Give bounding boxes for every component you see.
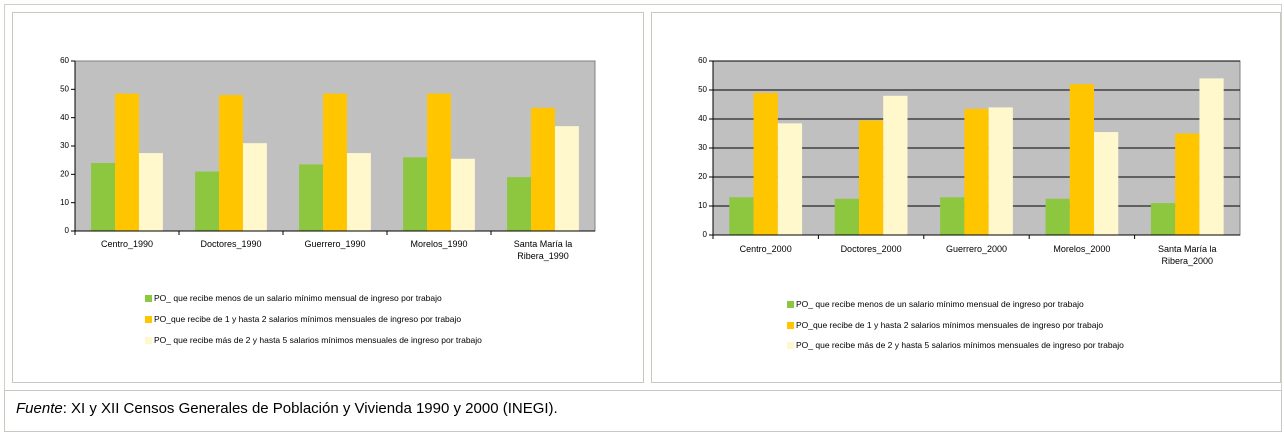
bar [1094, 132, 1119, 235]
plot: 0 10 20 30 40 50 60 [60, 56, 596, 235]
x-tick-label: Centro_2000 [739, 244, 792, 254]
bar [427, 93, 451, 231]
footer-label: Fuente [16, 400, 63, 417]
y-tick-label: 10 [698, 201, 707, 210]
bar [531, 107, 555, 231]
x-tick-label: Guerrero_1990 [304, 239, 366, 249]
bar [554, 126, 579, 231]
legend-label: PO_que recibe de 1 y hasta 2 salarios mí… [796, 320, 1104, 330]
bar [323, 93, 347, 231]
x-tick-label: Doctores_2000 [840, 244, 902, 254]
legend-item: PO_que recibe de 1 y hasta 2 salarios mí… [145, 314, 461, 324]
bar [858, 120, 884, 235]
legend-label: PO_ que recibe más de 2 y hasta 5 salari… [796, 340, 1124, 350]
x-tick-label: Morelos_1990 [410, 239, 468, 249]
x-tick-label: Santa María la Ribera_1990 [513, 239, 573, 261]
y-tick-label: 10 [60, 198, 69, 207]
bar [940, 197, 965, 235]
bar [1045, 198, 1070, 235]
bar [1199, 78, 1224, 236]
bar [138, 153, 163, 231]
legend-item: PO_ que recibe menos de un salario mínim… [145, 293, 442, 303]
chart: 0 10 20 30 40 50 60 Centro_2000 Doctores_2000 Gue… [640, 0, 1284, 390]
bar [988, 107, 1013, 235]
legend-label: PO_ que recibe más de 2 y hasta 5 salari… [154, 335, 482, 345]
footer-cell [4, 390, 1282, 432]
legend-swatch [787, 300, 794, 308]
y-tick-label: 60 [60, 56, 69, 65]
bar [91, 163, 116, 231]
y-tick-label: 20 [698, 172, 707, 181]
x-tick-label: Morelos_2000 [1053, 244, 1111, 254]
x-tick-label: Centro_1990 [100, 239, 154, 249]
legend-label: PO_ que recibe menos de un salario mínim… [796, 299, 1084, 309]
y-tick-label: 20 [60, 169, 69, 178]
y-tick-label: 40 [60, 113, 69, 122]
footer-text: : XI y XII Censos Generales de Población… [62, 400, 558, 417]
bar [450, 158, 475, 231]
y-tick-label: 30 [60, 141, 69, 150]
legend-label: PO_ que recibe menos de un salario mínim… [154, 293, 442, 303]
plot: 0 10 20 30 40 50 60 [698, 56, 1241, 239]
bar [753, 92, 778, 236]
bar [883, 95, 908, 235]
bar [777, 123, 803, 235]
bar [1069, 84, 1095, 235]
legend-swatch [145, 336, 152, 344]
x-tick-label: Doctores_1990 [200, 239, 262, 249]
bar [1150, 203, 1176, 235]
legend-swatch [145, 315, 152, 323]
bar [115, 93, 139, 231]
legend-item: PO_ que recibe menos de un salario mínim… [787, 299, 1084, 309]
legend-item: PO_ que recibe más de 2 y hasta 5 salari… [145, 335, 482, 345]
bar [219, 95, 243, 231]
bar [729, 197, 754, 235]
footer: Fuente: XI y XII Censos Generales de Pob… [16, 400, 558, 417]
y-tick-label: 50 [698, 85, 707, 94]
legend-item: PO_ que recibe más de 2 y hasta 5 salari… [787, 340, 1124, 350]
chart-cell [12, 12, 644, 383]
chart: 0 10 20 30 40 50 60 Centro_1990 Doctores_1990 Gue… [0, 0, 650, 390]
chart-cell [651, 12, 1281, 383]
y-tick-label: 30 [698, 143, 707, 152]
bar [1175, 133, 1200, 235]
legend-item: PO_que recibe de 1 y hasta 2 salarios mí… [787, 320, 1103, 330]
x-tick-label: Santa María la Ribera_2000 [1158, 244, 1217, 266]
bar [195, 171, 220, 231]
legend-label: PO_que recibe de 1 y hasta 2 salarios mí… [154, 314, 462, 324]
bar [299, 164, 324, 231]
bar [346, 153, 371, 231]
legend-swatch [787, 321, 794, 329]
legend-swatch [787, 341, 794, 349]
bar [242, 143, 267, 231]
bar [403, 157, 428, 231]
bar [507, 177, 532, 231]
y-tick-label: 60 [698, 56, 707, 65]
y-tick-label: 50 [60, 84, 69, 93]
y-tick-label: 0 [703, 230, 708, 239]
bar [964, 108, 989, 235]
bar [834, 198, 859, 235]
legend-swatch [145, 294, 152, 302]
y-tick-label: 40 [698, 114, 707, 123]
x-tick-label: Guerrero_2000 [945, 244, 1008, 254]
y-tick-label: 0 [65, 226, 70, 235]
